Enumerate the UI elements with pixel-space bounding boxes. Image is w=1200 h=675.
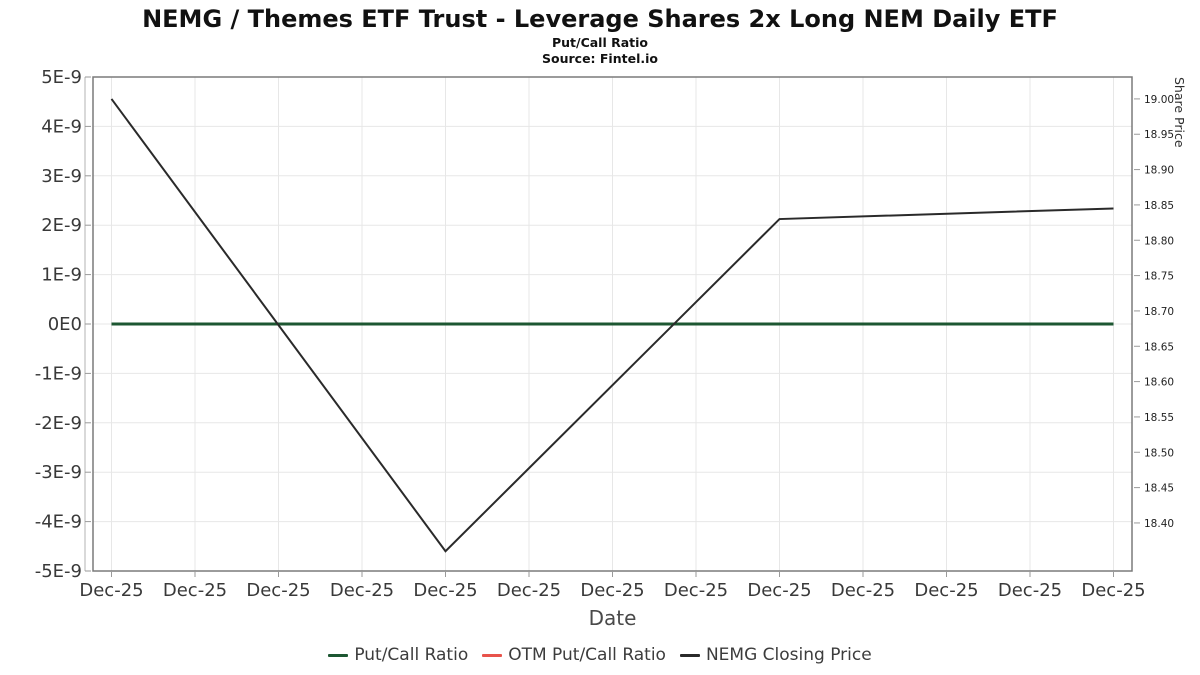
chart-subtitle: Put/Call Ratio	[551, 35, 649, 50]
x-tick-label: Dec-25	[831, 580, 895, 601]
x-tick-label: Dec-25	[1081, 580, 1145, 601]
y-right-tick-label: 19.00	[1144, 94, 1174, 106]
y-left-tick-label: -5E-9	[35, 561, 82, 582]
x-tick-label: Dec-25	[497, 580, 561, 601]
legend-item-nemg-closing-price[interactable]: NEMG Closing Price	[679, 645, 872, 665]
y-left-tick-label: -4E-9	[35, 512, 82, 533]
y-left-tick-label: -2E-9	[35, 413, 82, 434]
y-right-tick-label: 18.50	[1144, 447, 1174, 459]
y-right-tick-label: 18.70	[1144, 306, 1174, 318]
y-left-tick-label: -3E-9	[35, 462, 82, 483]
x-tick-label: Dec-25	[79, 580, 143, 601]
legend-label: NEMG Closing Price	[705, 645, 872, 665]
x-tick-label: Dec-25	[747, 580, 811, 601]
x-axis-title: Date	[588, 606, 637, 630]
x-tick-label: Dec-25	[998, 580, 1062, 601]
y-left-tick-label: 1E-9	[41, 265, 82, 286]
y-left-tick-label: 0E0	[48, 314, 82, 335]
legend-label: Put/Call Ratio	[354, 645, 469, 665]
x-tick-label: Dec-25	[664, 580, 728, 601]
legend-marker-nemg-closing-price	[679, 653, 700, 657]
y-axis-right-title: Share Price	[1172, 77, 1187, 148]
y-right-tick-label: 18.65	[1144, 341, 1174, 353]
y-left-tick-label: 5E-9	[41, 67, 82, 88]
chart-source: Source: Fintel.io	[542, 51, 658, 66]
y-right-tick-label: 18.85	[1144, 200, 1174, 212]
x-tick-label: Dec-25	[330, 580, 394, 601]
legend: Put/Call Ratio OTM Put/Call Ratio NEMG Clo…	[0, 645, 1200, 665]
legend-item-put-call-ratio[interactable]: Put/Call Ratio	[328, 645, 468, 665]
y-right-tick-label: 18.90	[1144, 165, 1174, 177]
series-line-nemg-closing-price	[110, 98, 1114, 553]
y-right-tick-label: 18.55	[1144, 412, 1174, 424]
legend-item-otm-put-call-ratio[interactable]: OTM Put/Call Ratio	[482, 645, 666, 665]
legend-label: OTM Put/Call Ratio	[508, 645, 666, 665]
x-tick-label: Dec-25	[246, 580, 310, 601]
x-tick-label: Dec-25	[914, 580, 978, 601]
x-tick-label: Dec-25	[163, 580, 227, 601]
y-right-tick-label: 18.75	[1144, 271, 1174, 283]
y-left-tick-label: 2E-9	[41, 215, 82, 236]
y-right-tick-label: 18.45	[1144, 483, 1174, 495]
legend-marker-otm-put-call-ratio	[482, 653, 503, 657]
y-right-tick-label: 18.95	[1144, 129, 1174, 141]
legend-marker-put-call-ratio	[328, 653, 349, 657]
y-left-tick-label: 4E-9	[41, 116, 82, 137]
x-tick-label: Dec-25	[580, 580, 644, 601]
y-left-tick-label: -1E-9	[35, 363, 82, 384]
y-left-tick-label: 3E-9	[41, 166, 82, 187]
y-right-tick-label: 18.40	[1144, 518, 1174, 530]
y-right-tick-label: 18.60	[1144, 377, 1174, 389]
x-tick-label: Dec-25	[413, 580, 477, 601]
y-right-tick-label: 18.80	[1144, 235, 1174, 247]
chart-title: NEMG / Themes ETF Trust - Leverage Share…	[142, 5, 1058, 33]
